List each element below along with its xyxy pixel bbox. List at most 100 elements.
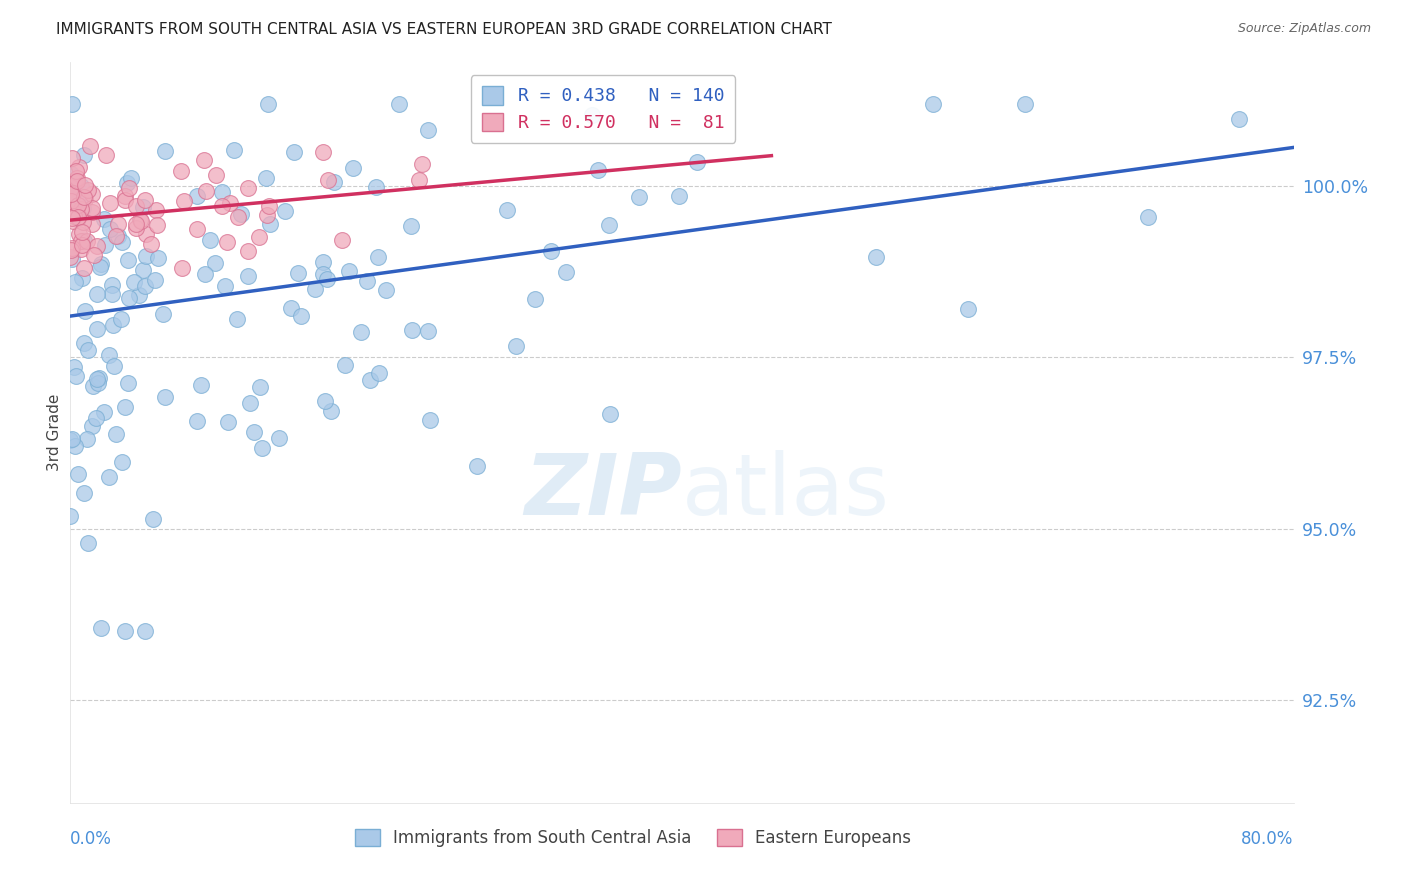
Point bbox=[193, 153, 215, 167]
Point bbox=[59, 433, 82, 447]
Point bbox=[89, 260, 111, 275]
Point bbox=[67, 207, 90, 221]
Point bbox=[401, 323, 423, 337]
Point bbox=[117, 376, 139, 391]
Point bbox=[62, 186, 84, 200]
Point bbox=[118, 291, 141, 305]
Point bbox=[465, 459, 488, 474]
Point bbox=[215, 235, 238, 249]
Point bbox=[153, 390, 176, 404]
Point bbox=[124, 221, 146, 235]
Point bbox=[60, 167, 83, 181]
Point bbox=[142, 512, 165, 526]
Point bbox=[411, 157, 433, 171]
Point bbox=[259, 217, 281, 231]
Point bbox=[387, 96, 409, 111]
Point bbox=[290, 310, 312, 324]
Text: atlas: atlas bbox=[682, 450, 890, 533]
Point bbox=[274, 204, 297, 219]
Point bbox=[70, 242, 93, 256]
Point bbox=[211, 186, 233, 200]
Point bbox=[364, 180, 387, 194]
Point bbox=[129, 214, 152, 228]
Point bbox=[321, 403, 343, 417]
Point bbox=[399, 219, 422, 233]
Point bbox=[375, 283, 398, 297]
Point bbox=[125, 199, 148, 213]
Point bbox=[70, 225, 93, 239]
Point bbox=[77, 343, 100, 358]
Point bbox=[337, 264, 360, 278]
Point bbox=[239, 396, 262, 410]
Point bbox=[134, 624, 156, 639]
Point bbox=[186, 414, 208, 428]
Point bbox=[73, 192, 96, 206]
Point bbox=[1137, 210, 1160, 224]
Point bbox=[540, 244, 562, 259]
Point bbox=[211, 199, 233, 213]
Point bbox=[82, 418, 104, 433]
Point bbox=[79, 139, 101, 153]
Point bbox=[256, 208, 278, 222]
Point bbox=[82, 217, 104, 231]
Point bbox=[668, 188, 690, 202]
Point bbox=[59, 202, 82, 216]
Point bbox=[114, 624, 136, 639]
Legend: Immigrants from South Central Asia, Eastern Europeans: Immigrants from South Central Asia, East… bbox=[349, 822, 918, 854]
Point bbox=[65, 207, 87, 221]
Point bbox=[581, 108, 603, 122]
Point bbox=[225, 312, 247, 326]
Point bbox=[598, 218, 620, 232]
Point bbox=[125, 217, 148, 231]
Point bbox=[70, 179, 93, 194]
Point bbox=[330, 233, 353, 247]
Point bbox=[143, 273, 166, 287]
Point bbox=[70, 202, 93, 216]
Point bbox=[82, 201, 104, 215]
Point bbox=[93, 212, 115, 227]
Point bbox=[98, 348, 121, 362]
Point bbox=[118, 180, 141, 194]
Point bbox=[111, 455, 134, 469]
Point bbox=[218, 195, 240, 210]
Point bbox=[73, 486, 96, 500]
Point bbox=[77, 183, 100, 197]
Point bbox=[60, 211, 83, 225]
Point bbox=[60, 433, 83, 447]
Point bbox=[194, 267, 217, 281]
Point bbox=[77, 536, 100, 550]
Point bbox=[101, 287, 124, 301]
Point bbox=[416, 324, 439, 338]
Point bbox=[586, 162, 609, 177]
Point bbox=[173, 194, 195, 208]
Point bbox=[72, 237, 94, 252]
Point bbox=[214, 279, 236, 293]
Point bbox=[236, 268, 259, 283]
Point bbox=[66, 467, 89, 481]
Point bbox=[82, 379, 104, 393]
Point bbox=[287, 266, 309, 280]
Point bbox=[416, 122, 439, 136]
Point bbox=[73, 147, 96, 161]
Point bbox=[101, 278, 124, 293]
Point bbox=[59, 244, 82, 258]
Point bbox=[314, 393, 336, 408]
Point bbox=[66, 170, 89, 185]
Point bbox=[84, 410, 107, 425]
Point bbox=[349, 325, 371, 339]
Point bbox=[186, 222, 208, 236]
Point bbox=[280, 301, 302, 315]
Point bbox=[1227, 112, 1250, 127]
Point bbox=[524, 292, 547, 306]
Text: ZIP: ZIP bbox=[524, 450, 682, 533]
Point bbox=[62, 214, 84, 228]
Point bbox=[359, 373, 381, 387]
Point bbox=[87, 376, 110, 390]
Point bbox=[107, 228, 129, 243]
Point bbox=[76, 234, 98, 248]
Point bbox=[76, 432, 98, 446]
Point bbox=[65, 439, 87, 453]
Point bbox=[249, 380, 271, 394]
Point bbox=[62, 252, 84, 266]
Point bbox=[269, 431, 291, 445]
